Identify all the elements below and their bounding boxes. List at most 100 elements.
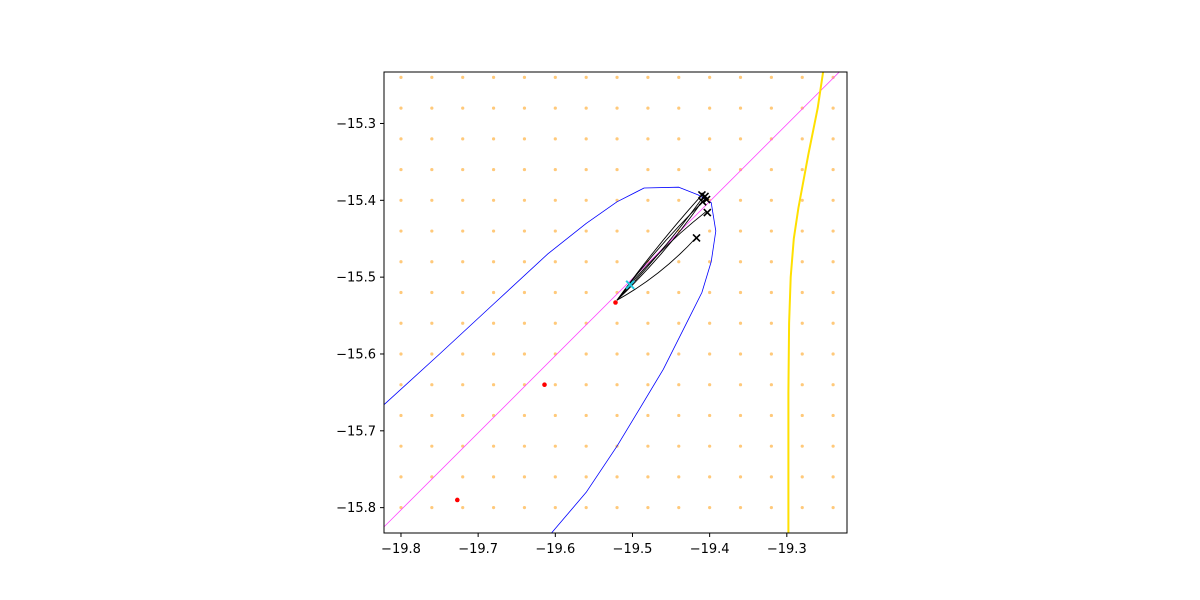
- grid-point: [553, 229, 557, 233]
- grid-point: [461, 321, 465, 325]
- red-point: [613, 300, 618, 305]
- grid-point: [615, 106, 619, 110]
- grid-point: [646, 383, 650, 387]
- grid-point: [522, 75, 527, 79]
- grid-point: [584, 167, 588, 172]
- x-tick-label: −19.4: [690, 542, 730, 557]
- grid-point: [461, 506, 465, 510]
- grid-point: [584, 290, 588, 295]
- grid-point: [615, 75, 619, 79]
- grid-point: [738, 444, 743, 448]
- grid-point: [430, 229, 434, 233]
- grid-point: [738, 506, 743, 510]
- grid-point: [430, 475, 434, 479]
- grid-point: [491, 75, 496, 79]
- grid-point: [831, 198, 835, 202]
- grid-point: [677, 290, 681, 295]
- end-marker: [698, 197, 707, 206]
- grid-point: [615, 137, 619, 141]
- grid-point: [584, 383, 588, 387]
- grid-point: [491, 106, 496, 110]
- grid-point: [553, 198, 557, 202]
- grid-point: [738, 229, 743, 233]
- grid-point: [399, 352, 403, 356]
- grid-point: [461, 383, 465, 387]
- grid-point: [738, 475, 743, 479]
- grid-point: [800, 383, 804, 387]
- grid-point: [800, 352, 804, 356]
- axis-ticks: −19.8 −19.7 −19.6 −19.5 −19.4 −19.3 −15.3 −15.4…: [336, 117, 807, 557]
- grid-point: [430, 198, 434, 202]
- grid-point: [399, 229, 403, 233]
- grid-point: [831, 444, 835, 448]
- grid-point: [522, 106, 527, 110]
- grid-point: [399, 137, 403, 141]
- grid-point: [522, 506, 527, 510]
- grid-point: [491, 290, 496, 295]
- grid-point: [646, 475, 650, 479]
- end-marker-stroke-b: [692, 233, 701, 243]
- grid-point: [430, 75, 434, 79]
- end-marker: [703, 208, 712, 217]
- trajectory-line: [616, 201, 703, 301]
- grid-point: [584, 229, 588, 233]
- grid-point: [491, 167, 496, 172]
- grid-point: [399, 475, 403, 479]
- grid-point: [738, 260, 743, 264]
- grid-point: [553, 475, 557, 479]
- start-marker-stroke-b: [625, 280, 635, 290]
- grid-point: [553, 506, 557, 510]
- grid-point: [831, 506, 835, 510]
- x-tick-label: −19.3: [767, 542, 807, 557]
- grid-point: [430, 137, 434, 141]
- grid-point: [800, 260, 804, 264]
- grid-point: [646, 321, 650, 325]
- grid-point: [800, 444, 804, 448]
- grid-point: [831, 383, 835, 387]
- grid-point: [800, 413, 804, 418]
- grid-point: [831, 75, 835, 79]
- grid-point: [399, 106, 403, 110]
- grid-point: [461, 198, 465, 202]
- grid-point: [430, 106, 434, 110]
- grid-point: [708, 321, 712, 325]
- grid-point: [769, 106, 773, 110]
- end-marker-stroke-b: [698, 197, 707, 206]
- grid-point: [831, 137, 835, 141]
- grid-point: [646, 444, 650, 448]
- end-marker-stroke-b: [702, 195, 711, 204]
- grid-point: [399, 167, 403, 172]
- grid-point: [646, 413, 650, 418]
- grid-point: [584, 352, 588, 356]
- grid-point: [769, 352, 773, 356]
- grid-point: [708, 137, 712, 141]
- grid-point: [399, 75, 403, 79]
- grid-point: [677, 137, 681, 141]
- grid-point: [738, 413, 743, 418]
- grid-point: [831, 413, 835, 418]
- grid-point: [677, 260, 681, 264]
- y-tick-label: −15.6: [336, 347, 376, 362]
- grid-point: [646, 167, 650, 172]
- grid-point: [769, 167, 773, 172]
- grid-point: [491, 198, 496, 202]
- grid-point: [769, 75, 773, 79]
- grid-point: [615, 383, 619, 387]
- grid-point: [769, 137, 773, 141]
- grid-point: [522, 444, 527, 448]
- grid-point: [738, 352, 743, 356]
- x-tick-label: −19.6: [535, 542, 575, 557]
- grid-point: [584, 413, 588, 418]
- grid-point: [399, 260, 403, 264]
- grid-point: [491, 475, 496, 479]
- grid-point: [769, 229, 773, 233]
- grid-point: [491, 352, 496, 356]
- grid-point: [522, 167, 527, 172]
- grid-point: [430, 506, 434, 510]
- grid-point: [646, 106, 650, 110]
- grid-point: [677, 198, 681, 202]
- grid-point: [553, 290, 557, 295]
- diagonal-line: [384, 72, 840, 528]
- grid-point: [461, 106, 465, 110]
